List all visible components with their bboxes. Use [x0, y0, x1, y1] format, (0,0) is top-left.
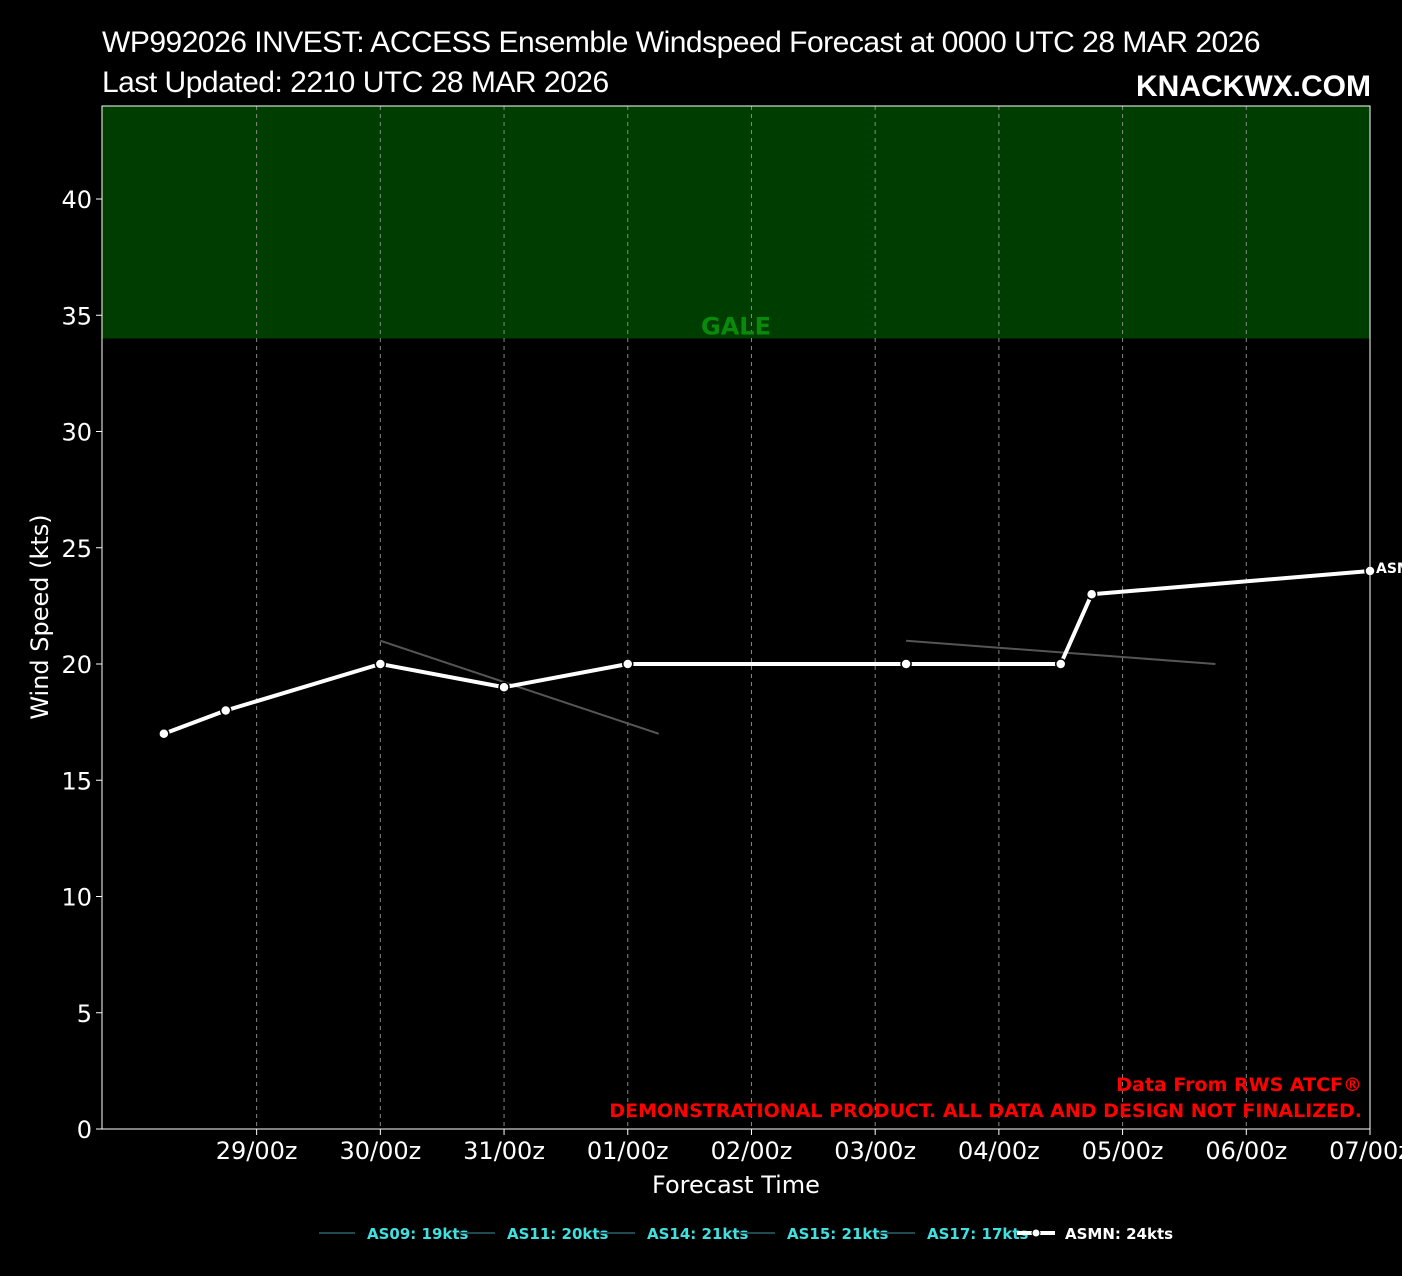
member-line-as11 — [380, 639, 659, 735]
y-tick-label: 30 — [61, 419, 92, 447]
x-tick-label: 29/00z — [216, 1137, 298, 1165]
series-lines: ASMN — [158, 561, 1402, 740]
chart-subtitle: Last Updated: 2210 UTC 28 MAR 2026 — [102, 66, 609, 99]
legend-label: AS15: 21kts — [787, 1225, 889, 1243]
x-tick-label: 07/00z — [1329, 1137, 1402, 1165]
mean-point — [158, 728, 170, 740]
legend-item-as17: AS17: 17kts — [879, 1225, 1029, 1243]
x-tick-label: 03/00z — [834, 1137, 916, 1165]
mean-point — [1054, 658, 1067, 670]
gale-label: GALE — [701, 313, 771, 341]
legend-label: AS09: 19kts — [367, 1225, 469, 1243]
legend-label: ASMN: 24kts — [1065, 1225, 1173, 1243]
y-tick-label: 15 — [61, 767, 92, 795]
mean-point — [219, 704, 232, 717]
x-tick-label: 01/00z — [587, 1137, 669, 1165]
disclaimer-note: DEMONSTRATIONAL PRODUCT. ALL DATA AND DE… — [609, 1100, 1362, 1122]
legend-label: AS11: 20kts — [507, 1225, 609, 1243]
mean-point — [374, 658, 387, 670]
x-tick-label: 05/00z — [1082, 1137, 1164, 1165]
y-tick-label: 20 — [61, 651, 92, 679]
y-tick-label: 10 — [61, 884, 92, 912]
plot-frame — [101, 105, 1371, 1130]
mean-point — [1085, 588, 1098, 600]
legend-item-as14: AS14: 21kts — [599, 1225, 749, 1243]
x-tick-label: 06/00z — [1205, 1137, 1287, 1165]
chart-title: WP992026 INVEST: ACCESS Ensemble Windspe… — [102, 26, 1261, 59]
data-source-note: Data From RWS ATCF® — [1116, 1074, 1362, 1096]
x-tick-label: 31/00z — [463, 1137, 545, 1165]
x-tick-label: 30/00z — [339, 1137, 421, 1165]
x-tick-label: 04/00z — [958, 1137, 1040, 1165]
member-line-as17 — [906, 639, 1216, 665]
y-tick-label: 40 — [61, 186, 92, 214]
y-axis-label: Wind Speed (kts) — [26, 514, 54, 719]
legend: AS09: 19kts AS11: 20kts AS14: 21kts AS15: 2… — [319, 1225, 1173, 1243]
gale-band — [102, 106, 1370, 339]
y-tick-label: 0 — [77, 1116, 92, 1144]
legend-item-asmn: ASMN: 24kts — [1017, 1225, 1173, 1243]
legend-label: AS14: 21kts — [647, 1225, 749, 1243]
legend-item-as15: AS15: 21kts — [739, 1225, 889, 1243]
legend-item-as11: AS11: 20kts — [459, 1225, 609, 1243]
series-end-label-asmn: ASMN — [1376, 561, 1402, 577]
axis-ticks: 29/00z 30/00z 31/00z 01/00z 02/00z 03/00z 04/0… — [61, 186, 1402, 1165]
brand-logo-text: KNACKWX.COM — [1136, 70, 1371, 103]
y-tick-label: 25 — [61, 535, 92, 563]
y-tick-label: 35 — [61, 302, 92, 330]
legend-item-as09: AS09: 19kts — [319, 1225, 469, 1243]
x-axis-label: Forecast Time — [652, 1171, 820, 1199]
y-tick-label: 5 — [77, 1000, 92, 1028]
mean-line-asmn — [163, 569, 1371, 736]
legend-label: AS17: 17kts — [927, 1225, 1029, 1243]
legend-marker — [1031, 1228, 1041, 1238]
x-tick-label: 02/00z — [711, 1137, 793, 1165]
mean-point — [900, 658, 912, 670]
mean-point — [622, 658, 634, 670]
mean-point — [498, 681, 510, 693]
